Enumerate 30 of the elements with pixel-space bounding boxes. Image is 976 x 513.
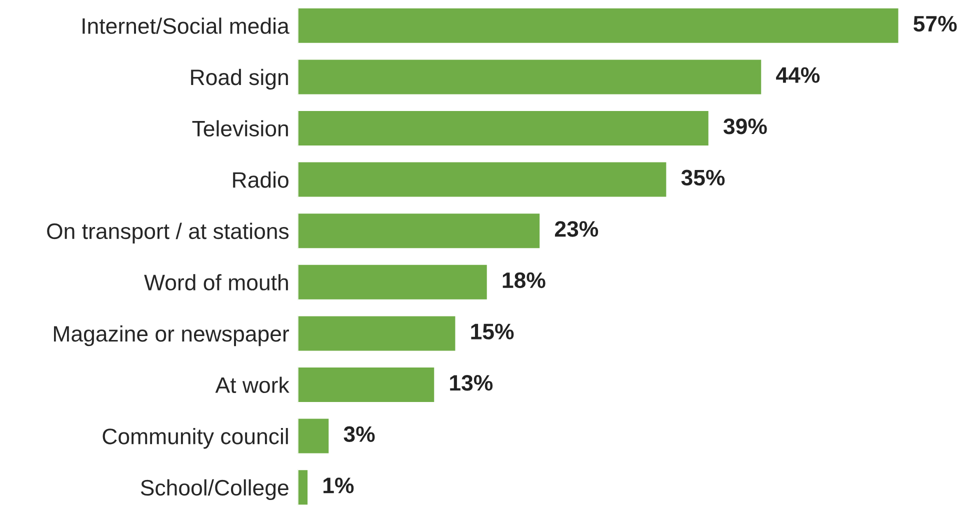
y-tick-label: Television <box>192 120 288 137</box>
y-tick-label: Community council <box>102 428 288 449</box>
bar <box>298 314 457 352</box>
bar <box>298 264 488 301</box>
y-tick-label: Magazine or newspaper <box>54 325 289 346</box>
bar <box>298 212 541 250</box>
data-label: 15% <box>471 324 514 340</box>
y-tick-label: At work <box>215 376 290 394</box>
data-label: 44% <box>776 67 820 83</box>
y-tick-label: Word of mouth <box>144 274 288 290</box>
data-label: 13% <box>450 374 493 391</box>
bar <box>298 58 763 96</box>
data-label: 35% <box>681 170 725 186</box>
bar <box>298 160 668 198</box>
data-label: 57% <box>914 16 957 32</box>
y-tick-label: Road sign <box>191 68 288 90</box>
bar <box>298 366 436 404</box>
bar <box>298 7 900 44</box>
y-tick-label: On transport / at stations <box>47 222 289 244</box>
y-tick-label: School/College <box>140 479 288 500</box>
data-label: 1% <box>324 478 354 494</box>
data-label: 18% <box>502 272 546 288</box>
data-label: 23% <box>554 221 598 237</box>
bar <box>298 417 330 455</box>
bar <box>298 468 309 506</box>
bar <box>298 110 710 147</box>
y-tick-label: Radio <box>233 172 288 188</box>
data-label: 3% <box>344 426 375 442</box>
data-label: 39% <box>723 118 767 134</box>
y-tick-label: Internet/Social media <box>82 18 290 34</box>
